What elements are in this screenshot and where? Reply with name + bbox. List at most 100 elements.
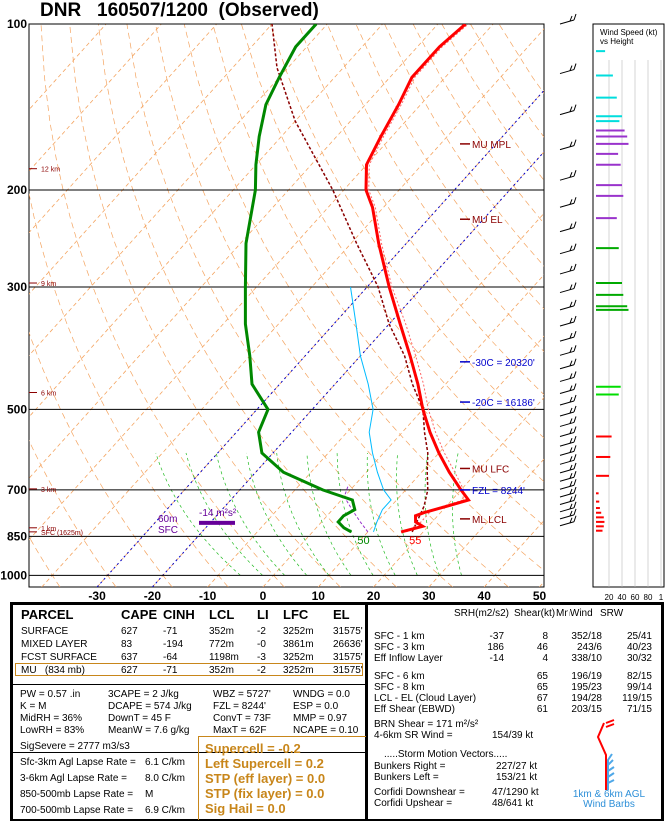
wind-barb bbox=[559, 515, 577, 527]
kinematic-srh: -14 bbox=[489, 653, 504, 664]
composite-param: STP (fix layer) = 0.0 bbox=[205, 786, 325, 801]
parcel-cell: 627 bbox=[121, 626, 138, 637]
moist-adiabat bbox=[424, 452, 440, 576]
kinematic-mnwind: 338/10 bbox=[571, 653, 602, 664]
wind-barb bbox=[559, 330, 577, 342]
parcel-header: EL bbox=[333, 607, 350, 622]
storm-motion-value: 227/27 kt bbox=[496, 761, 538, 772]
lapse-rate-label: 700-500mb Lapse Rate = bbox=[20, 805, 134, 816]
moist-adiabat bbox=[336, 452, 374, 576]
dry-adiabat bbox=[126, 24, 453, 587]
dry-adiabat bbox=[97, 24, 397, 587]
parcel-cell: 3252m bbox=[283, 665, 314, 676]
thermo-param: ESP = 0.0 bbox=[293, 701, 339, 712]
height-label: 6 km bbox=[41, 390, 56, 397]
corfidi-value: 48/641 kt bbox=[492, 798, 534, 809]
lapse-rate-value: 6.1 C/km bbox=[145, 757, 186, 768]
lapse-rate-value: 6.9 C/km bbox=[145, 805, 186, 816]
wind-barb bbox=[559, 197, 577, 208]
kinematic-srw: 25/41 bbox=[626, 631, 652, 642]
dry-adiabat bbox=[29, 331, 173, 587]
isotherm-emphasis bbox=[152, 151, 544, 587]
thermo-param: ConvT = 73F bbox=[213, 713, 271, 724]
dewpoint-line bbox=[243, 24, 357, 534]
sr-wind-label: 4-6km SR Wind = bbox=[374, 730, 453, 741]
wind-barb bbox=[559, 416, 577, 427]
height-label: 1 km bbox=[41, 526, 56, 533]
parcel-cell: MIXED LAYER bbox=[21, 639, 88, 650]
lapse-rate-label: 3-6km Agl Lapse Rate = bbox=[20, 773, 128, 784]
thermo-param: 3CAPE = 2 J/kg bbox=[108, 689, 179, 700]
sfc-label: SFC bbox=[158, 525, 178, 536]
kinematic-layer: Eff Inflow Layer bbox=[374, 653, 443, 664]
wind-barb bbox=[559, 394, 577, 406]
kinematic-header: SRH(m2/s2) bbox=[454, 608, 510, 619]
wind-barb bbox=[559, 383, 577, 394]
thermo-param: PW = 0.57 .in bbox=[20, 689, 81, 700]
wind-barb bbox=[559, 454, 577, 465]
thermo-param: FZL = 8244' bbox=[213, 701, 266, 712]
plot-frame bbox=[28, 23, 545, 588]
hodo-barb-6km bbox=[605, 719, 615, 728]
parcel-line bbox=[271, 24, 429, 533]
level-label: MU MPL bbox=[472, 140, 511, 151]
pressure-tick-label: 850 bbox=[7, 529, 27, 543]
moist-adiabat bbox=[215, 452, 285, 576]
parcel-cell: 3252m bbox=[283, 652, 314, 663]
wind-barb bbox=[559, 221, 577, 233]
wind-barb bbox=[559, 405, 577, 417]
parcel-cell: 26636' bbox=[333, 639, 363, 650]
kinematic-header: MnWind bbox=[556, 608, 593, 619]
wind-barb bbox=[559, 494, 577, 505]
wind-panel-title: Wind Speed (kt) vs Height bbox=[600, 28, 658, 46]
kinematic-shear: 65 bbox=[536, 671, 548, 682]
level-label: FZL = 8244' bbox=[472, 486, 525, 497]
wind-barb bbox=[559, 462, 577, 474]
thermo-param: WBZ = 5727' bbox=[213, 689, 271, 700]
height-label: 9 km bbox=[41, 281, 56, 288]
kinematic-header: Shear(kt) bbox=[514, 608, 556, 619]
parcel-cell: 772m bbox=[209, 639, 235, 650]
kinematic-shear: 67 bbox=[536, 693, 548, 704]
effective-inflow-bar bbox=[199, 520, 235, 525]
skewt-diagram: 100 200 300 500 700 850 1000 -30 -20 -10 0 10 20 30 40… bbox=[0, 13, 665, 600]
thermo-param: DownT = 45 F bbox=[108, 713, 171, 724]
kinematics-panel: SRH(m2/s2) Shear(kt) MnWind SRW SFC - 1 km -… bbox=[368, 605, 661, 819]
wind-speed-tick-label: 40 bbox=[618, 593, 627, 600]
parcel-cell: -2 bbox=[257, 665, 266, 676]
parcel-cell: 3252m bbox=[283, 626, 314, 637]
height-60m-label: 60m bbox=[158, 514, 177, 525]
isotherm bbox=[262, 274, 544, 587]
parcel-cell: 352m bbox=[209, 626, 235, 637]
pressure-tick-label: 700 bbox=[7, 483, 27, 497]
kinematic-srh: 186 bbox=[487, 642, 504, 653]
kinematic-mnwind: 352/18 bbox=[571, 631, 602, 642]
surface-dewpoint-label: 50 bbox=[357, 535, 369, 547]
wind-panel-title-line: vs Height bbox=[600, 37, 634, 46]
height-label: 12 km bbox=[41, 167, 60, 174]
parcel-cell: -71 bbox=[163, 626, 178, 637]
thermo-param: NCAPE = 0.10 bbox=[293, 725, 359, 736]
wind-speed-tick-label: 1 bbox=[659, 593, 664, 600]
kinematic-mnwind: 195/23 bbox=[571, 682, 602, 693]
thermo-panel: PARCEL CAPE CINH LCL LI LFC EL SURFACE 627 -71 35… bbox=[13, 605, 366, 820]
moist-adiabat bbox=[396, 452, 418, 576]
temperature-tick-label: -20 bbox=[144, 589, 162, 600]
wind-barb bbox=[559, 445, 577, 456]
kinematic-shear: 61 bbox=[536, 704, 548, 715]
wind-speed-tick-label: 20 bbox=[605, 593, 614, 600]
wind-barb bbox=[559, 358, 577, 370]
composite-param: Sig Hail = 0.0 bbox=[205, 801, 286, 816]
parcel-cell: -64 bbox=[163, 652, 178, 663]
level-label: -20C = 16186' bbox=[472, 398, 535, 409]
isotherm bbox=[29, 24, 162, 172]
isotherm bbox=[29, 24, 217, 234]
parcel-cell: -71 bbox=[163, 665, 178, 676]
wind-barb bbox=[559, 371, 577, 382]
isotherm bbox=[29, 24, 383, 418]
parcel-header: PARCEL bbox=[21, 607, 74, 622]
kinematic-layer: SFC - 8 km bbox=[374, 682, 425, 693]
isotherm bbox=[29, 24, 439, 479]
temperature-tick-label: 50 bbox=[533, 589, 547, 600]
thermo-param: WNDG = 0.0 bbox=[293, 689, 350, 700]
